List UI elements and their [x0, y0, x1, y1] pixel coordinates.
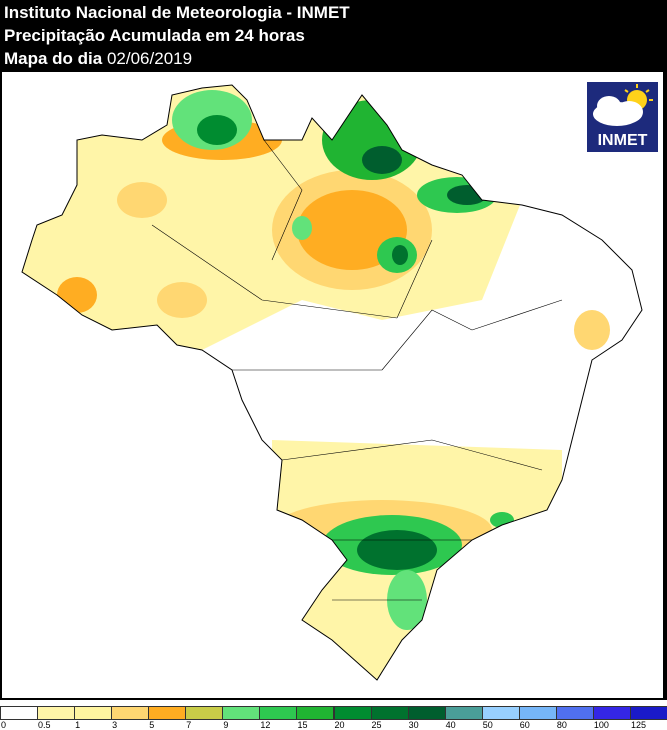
legend-label: 7	[186, 720, 192, 730]
sun-cloud-icon	[593, 84, 653, 126]
legend-swatch	[592, 706, 631, 720]
legend-swatch	[481, 706, 520, 720]
legend-label: 60	[519, 720, 530, 730]
map-date-line: Mapa do dia 02/06/2019	[4, 49, 192, 69]
legend-label: 100	[593, 720, 609, 730]
map-area	[2, 72, 663, 698]
legend-swatch	[370, 706, 409, 720]
legend-label: 1	[75, 720, 81, 730]
legend-label: 40	[445, 720, 456, 730]
legend-label: 25	[371, 720, 382, 730]
legend-swatch	[0, 706, 39, 720]
logo-text: INMET	[597, 132, 648, 149]
legend-label: 125	[630, 720, 646, 730]
legend-swatch	[74, 706, 113, 720]
legend-swatch	[296, 706, 335, 720]
legend-swatch	[629, 706, 667, 720]
legend-swatch	[185, 706, 224, 720]
legend-label: 12	[260, 720, 271, 730]
legend-label: 50	[482, 720, 493, 730]
legend-label: 30	[408, 720, 419, 730]
map-subtitle: Precipitação Acumulada em 24 horas	[4, 26, 305, 45]
legend-swatch	[148, 706, 187, 720]
legend-label: 9	[223, 720, 229, 730]
legend-swatch	[111, 706, 150, 720]
legend-label: 15	[297, 720, 308, 730]
legend-swatch	[555, 706, 594, 720]
brazil-map	[21, 84, 643, 681]
legend-swatch	[222, 706, 261, 720]
precipitation-fill	[22, 85, 642, 680]
precipitation-legend: 00.513579121520253040506080100125150	[0, 700, 667, 730]
legend-label: 5	[149, 720, 155, 730]
date-label: Mapa do dia	[4, 49, 103, 68]
state-borders	[151, 139, 563, 601]
header: Instituto Nacional de Meteorologia - INM…	[0, 0, 667, 72]
legend-swatch	[259, 706, 298, 720]
legend-label: 3	[112, 720, 118, 730]
legend-swatch	[444, 706, 483, 720]
legend-swatch	[37, 706, 76, 720]
legend-label: 0	[1, 720, 7, 730]
institute-title: Instituto Nacional de Meteorologia - INM…	[4, 3, 350, 22]
legend-label: 80	[556, 720, 567, 730]
date-value: 02/06/2019	[106, 49, 193, 68]
legend-swatch	[407, 706, 446, 720]
inmet-logo: INMET	[587, 82, 658, 152]
legend-swatch	[333, 706, 372, 720]
legend-label: 20	[334, 720, 345, 730]
legend-label: 0.5	[38, 720, 51, 730]
legend-swatch	[518, 706, 557, 720]
